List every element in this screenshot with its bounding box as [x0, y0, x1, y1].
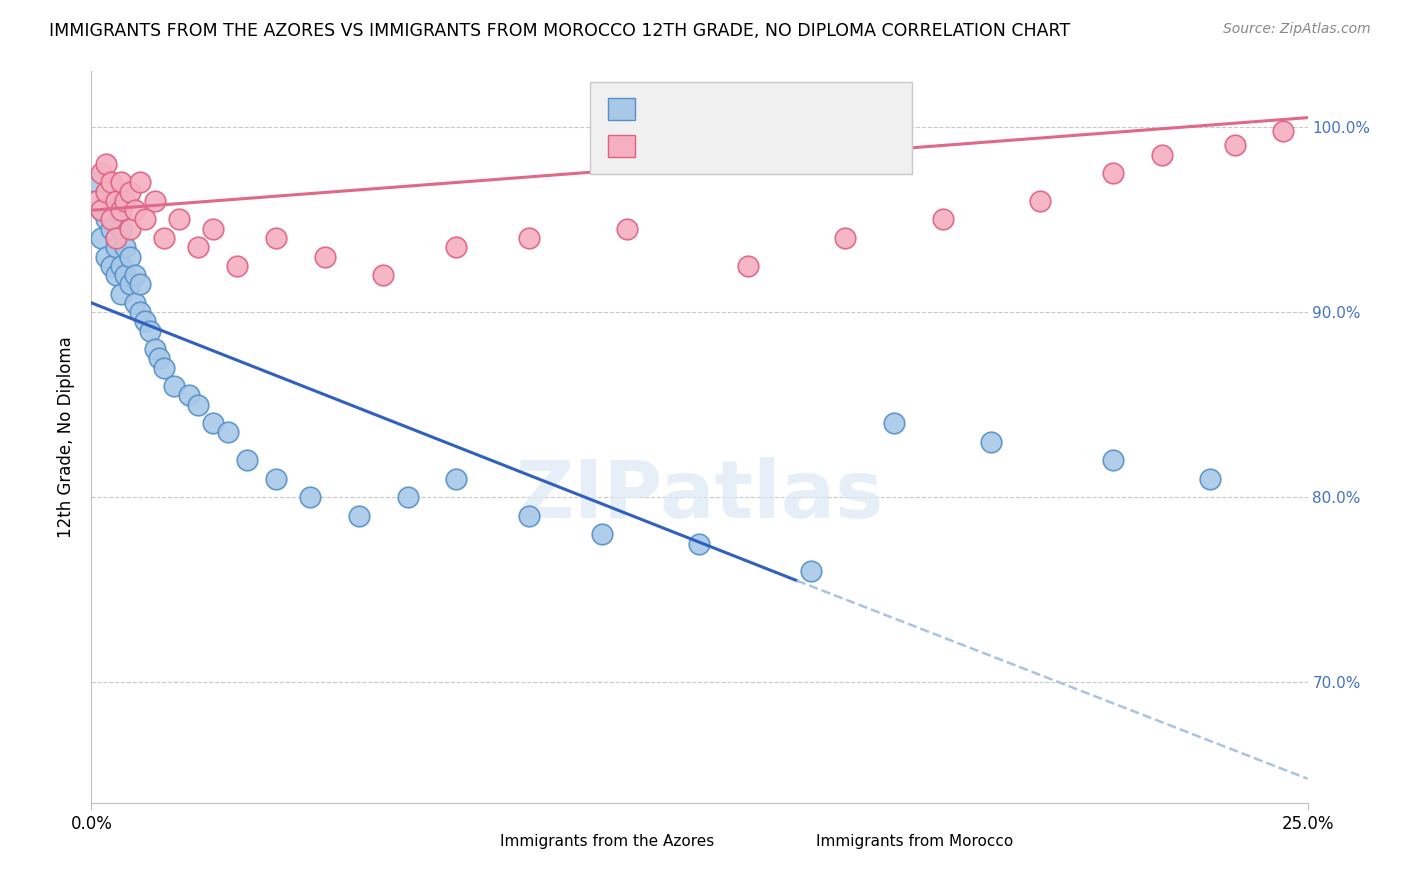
Point: [800, 565, 823, 579]
Point: [110, 259, 132, 273]
Point: [94, 185, 117, 199]
Text: R = -0.368   N = 49: R = -0.368 N = 49: [645, 101, 835, 119]
Text: ZIPatlas: ZIPatlas: [516, 457, 883, 534]
Point: [737, 259, 759, 273]
Point: [114, 240, 136, 254]
Point: [94, 185, 117, 199]
Point: [264, 231, 287, 245]
Point: [347, 508, 370, 523]
Point: [94, 157, 117, 171]
Point: [616, 221, 638, 235]
Point: [129, 176, 152, 190]
Point: [299, 490, 322, 504]
Point: [120, 250, 142, 264]
Point: [143, 194, 166, 208]
Point: [84, 176, 107, 190]
Point: [104, 231, 127, 245]
Point: [120, 185, 142, 199]
Point: [90, 231, 112, 245]
Point: [591, 527, 613, 541]
Point: [129, 305, 152, 319]
Text: Source: ZipAtlas.com: Source: ZipAtlas.com: [1223, 22, 1371, 37]
Y-axis label: 12th Grade, No Diploma: 12th Grade, No Diploma: [58, 336, 76, 538]
Text: IMMIGRANTS FROM THE AZORES VS IMMIGRANTS FROM MOROCCO 12TH GRADE, NO DIPLOMA COR: IMMIGRANTS FROM THE AZORES VS IMMIGRANTS…: [49, 22, 1070, 40]
Point: [314, 250, 336, 264]
Point: [110, 221, 132, 235]
Point: [217, 425, 239, 440]
Point: [373, 268, 395, 282]
FancyBboxPatch shape: [785, 831, 808, 852]
Point: [110, 286, 132, 301]
Point: [1150, 147, 1173, 161]
Point: [153, 360, 176, 375]
Point: [100, 194, 122, 208]
Point: [100, 212, 122, 227]
Point: [980, 434, 1002, 449]
Point: [129, 277, 152, 292]
Point: [110, 176, 132, 190]
FancyBboxPatch shape: [609, 135, 636, 157]
Point: [1102, 166, 1125, 180]
Point: [134, 314, 156, 328]
FancyBboxPatch shape: [468, 831, 492, 852]
Point: [688, 536, 710, 550]
Point: [163, 379, 186, 393]
Text: Immigrants from Morocco: Immigrants from Morocco: [817, 834, 1014, 849]
Point: [134, 212, 156, 227]
Point: [883, 416, 905, 430]
Point: [124, 203, 146, 218]
FancyBboxPatch shape: [591, 82, 912, 174]
Point: [202, 416, 225, 430]
Point: [90, 203, 112, 218]
Point: [143, 342, 166, 356]
Point: [187, 240, 209, 254]
Point: [517, 231, 540, 245]
Point: [177, 388, 200, 402]
Point: [396, 490, 419, 504]
Point: [153, 231, 176, 245]
Point: [167, 212, 190, 227]
Point: [226, 259, 249, 273]
Point: [517, 508, 540, 523]
Point: [110, 203, 132, 218]
Text: R =  0.323   N = 37: R = 0.323 N = 37: [645, 137, 835, 155]
Point: [114, 268, 136, 282]
Point: [100, 259, 122, 273]
Point: [1029, 194, 1052, 208]
Point: [187, 398, 209, 412]
FancyBboxPatch shape: [609, 98, 636, 120]
Point: [120, 277, 142, 292]
Point: [444, 472, 467, 486]
Point: [834, 231, 856, 245]
Point: [1102, 453, 1125, 467]
Point: [114, 194, 136, 208]
Point: [444, 240, 467, 254]
Point: [124, 268, 146, 282]
Point: [84, 194, 107, 208]
Point: [120, 221, 142, 235]
Point: [148, 351, 170, 366]
Point: [104, 203, 127, 218]
Point: [264, 472, 287, 486]
Point: [139, 324, 162, 338]
Point: [100, 176, 122, 190]
Point: [104, 268, 127, 282]
Point: [90, 203, 112, 218]
Point: [104, 240, 127, 254]
Point: [124, 295, 146, 310]
Point: [90, 166, 112, 180]
Point: [931, 212, 953, 227]
Point: [100, 221, 122, 235]
Point: [236, 453, 259, 467]
Point: [110, 194, 132, 208]
Point: [104, 231, 127, 245]
Point: [94, 212, 117, 227]
Point: [1223, 138, 1246, 153]
Point: [104, 194, 127, 208]
Point: [1199, 472, 1222, 486]
Point: [1272, 123, 1295, 137]
Text: Immigrants from the Azores: Immigrants from the Azores: [501, 834, 714, 849]
Point: [94, 250, 117, 264]
Point: [202, 221, 225, 235]
